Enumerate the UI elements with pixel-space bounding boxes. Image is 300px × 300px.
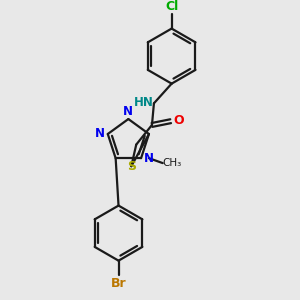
Text: S: S bbox=[127, 160, 136, 173]
Text: Cl: Cl bbox=[165, 0, 178, 14]
Text: N: N bbox=[144, 152, 154, 165]
Text: HN: HN bbox=[134, 96, 154, 109]
Text: CH₃: CH₃ bbox=[162, 158, 181, 168]
Text: O: O bbox=[173, 113, 184, 127]
Text: N: N bbox=[123, 105, 134, 118]
Text: Br: Br bbox=[111, 277, 126, 290]
Text: N: N bbox=[95, 128, 105, 140]
